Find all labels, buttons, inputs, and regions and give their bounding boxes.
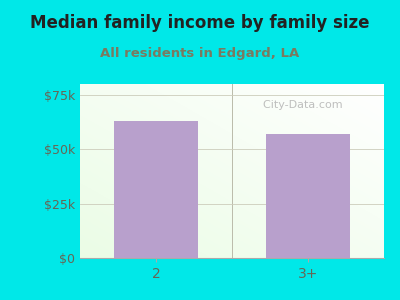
Bar [114, 121, 198, 258]
Text: City-Data.com: City-Data.com [256, 100, 343, 110]
Text: Median family income by family size: Median family income by family size [30, 14, 370, 32]
Text: All residents in Edgard, LA: All residents in Edgard, LA [100, 46, 300, 59]
Bar [266, 134, 350, 258]
